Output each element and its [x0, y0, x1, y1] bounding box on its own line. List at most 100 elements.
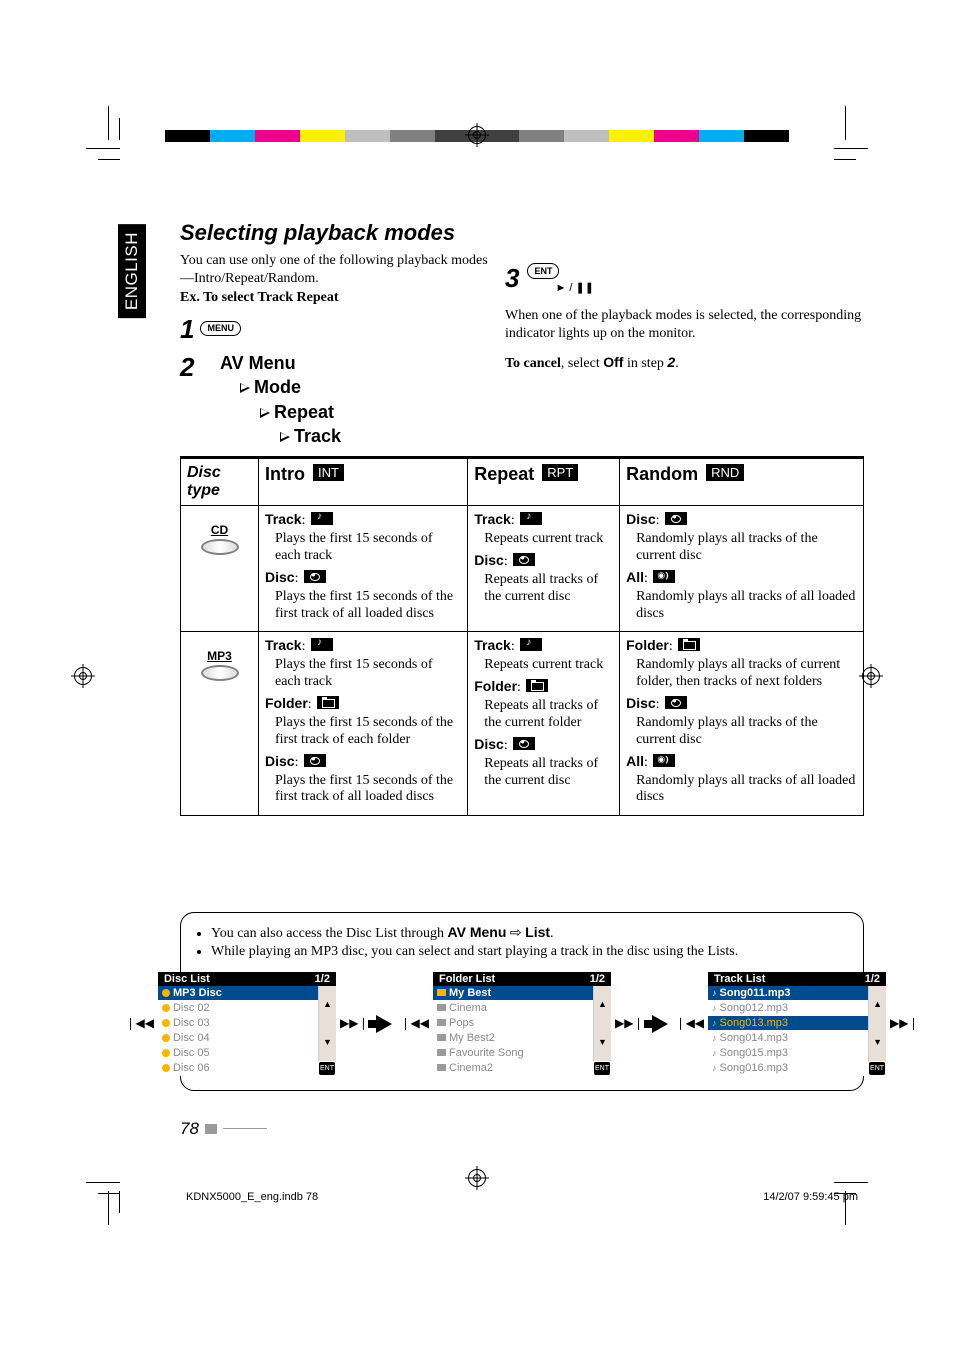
- option-desc: Plays the first 15 seconds of the first …: [275, 773, 461, 807]
- option-label: Disc: [265, 569, 295, 585]
- folder-icon: [437, 1019, 446, 1026]
- list-item-label: Song012.mp3: [720, 1002, 789, 1014]
- option-desc: Plays the first 15 seconds of each track: [275, 657, 461, 691]
- note-bullet: While playing an MP3 disc, you can selec…: [211, 943, 849, 961]
- ent-button[interactable]: ENT: [527, 263, 559, 279]
- list-item[interactable]: ♪Song011.mp3: [708, 986, 868, 1001]
- all-icon: [653, 570, 675, 583]
- list-item-label: Song014.mp3: [720, 1032, 789, 1044]
- crop-mark: [834, 159, 856, 160]
- list-item-label: Song013.mp3: [720, 1017, 789, 1029]
- note-icon: ♪: [712, 988, 717, 998]
- disc-icon: [304, 754, 326, 767]
- step-number: 1: [180, 313, 194, 346]
- list-item-label: My Best2: [449, 1032, 495, 1044]
- list-item[interactable]: Disc 06: [158, 1061, 318, 1076]
- scroll-down-button[interactable]: ▼: [868, 1023, 886, 1061]
- crop-mark: [86, 1182, 120, 1183]
- scroll-up-button[interactable]: ▲: [318, 986, 336, 1024]
- option-desc: Randomly plays all tracks of all loaded …: [636, 773, 857, 807]
- playback-modes-table: Disc type IntroINT RepeatRPT RandomRND C…: [180, 456, 864, 816]
- crop-mark: [834, 1182, 868, 1183]
- skip-fwd-icon[interactable]: ▶▶❘: [890, 1016, 919, 1031]
- list-item-label: Cinema2: [449, 1062, 493, 1074]
- option-desc: Randomly plays all tracks of the current…: [636, 531, 857, 565]
- disc-icon: [513, 737, 535, 750]
- disc-icon: [665, 696, 687, 709]
- skip-fwd-icon[interactable]: ▶▶❘: [340, 1016, 369, 1031]
- ent-button[interactable]: ENT: [869, 1062, 885, 1075]
- skip-back-icon[interactable]: ❘◀◀: [676, 1016, 705, 1031]
- list-item-label: Song016.mp3: [720, 1062, 789, 1074]
- list-item-label: Disc 03: [173, 1017, 210, 1029]
- menu-button[interactable]: MENU: [200, 321, 241, 336]
- list-item-label: Song015.mp3: [720, 1047, 789, 1059]
- ent-button[interactable]: ENT: [594, 1062, 610, 1075]
- registration-bars: [474, 130, 789, 142]
- folder-icon: [526, 679, 548, 692]
- list-title: Disc List: [164, 973, 210, 985]
- folder-icon: [437, 1049, 446, 1056]
- scroll-up-button[interactable]: ▲: [593, 986, 611, 1024]
- list-title: Folder List: [439, 973, 495, 985]
- crop-mark: [108, 1191, 109, 1225]
- menu-path-l4: Track: [280, 424, 341, 448]
- option-desc: Repeats current track: [484, 531, 613, 548]
- list-item[interactable]: ♪Song014.mp3: [708, 1031, 868, 1046]
- list-item-label: Disc 05: [173, 1047, 210, 1059]
- skip-back-icon[interactable]: ❘◀◀: [400, 1016, 429, 1031]
- list-item[interactable]: ♪Song015.mp3: [708, 1046, 868, 1061]
- list-item[interactable]: Cinema2: [433, 1061, 593, 1076]
- list-item[interactable]: Disc 02: [158, 1001, 318, 1016]
- option-label: Track: [474, 637, 511, 653]
- list-item[interactable]: ♪Song016.mp3: [708, 1061, 868, 1076]
- crop-mark: [834, 148, 868, 149]
- scroll-down-button[interactable]: ▼: [593, 1023, 611, 1061]
- option-desc: Repeats current track: [484, 657, 613, 674]
- list-item[interactable]: Disc 04: [158, 1031, 318, 1046]
- option-label: Folder: [626, 637, 669, 653]
- folder-icon: [678, 638, 700, 651]
- list-item[interactable]: MP3 Disc: [158, 986, 318, 1001]
- mode-badge-icon: RND: [706, 464, 744, 481]
- skip-back-icon[interactable]: ❘◀◀: [125, 1016, 154, 1031]
- skip-fwd-icon[interactable]: ▶▶❘: [615, 1016, 644, 1031]
- page-number: 78: [180, 1119, 199, 1139]
- list-item[interactable]: Disc 03: [158, 1016, 318, 1031]
- list-item[interactable]: Favourite Song: [433, 1046, 593, 1061]
- ent-button[interactable]: ENT: [319, 1062, 335, 1075]
- scroll-down-button[interactable]: ▼: [318, 1023, 336, 1061]
- language-tab: ENGLISH: [118, 224, 146, 318]
- disc-dot-icon: [162, 989, 170, 997]
- crop-mark: [86, 148, 120, 149]
- scroll-up-button[interactable]: ▲: [868, 986, 886, 1024]
- list-item[interactable]: Cinema: [433, 1001, 593, 1016]
- option-label: Disc: [265, 753, 295, 769]
- source-file: KDNX5000_E_eng.indb 78: [186, 1191, 318, 1203]
- section-title: Selecting playback modes: [180, 220, 864, 246]
- list-item-label: Disc 04: [173, 1032, 210, 1044]
- ui-list-disc: Disc List1/2 MP3 DiscDisc 02Disc 03Disc …: [158, 972, 336, 1076]
- option-desc: Randomly plays all tracks of the current…: [636, 715, 857, 749]
- mode-badge-icon: RPT: [542, 464, 578, 481]
- option-label: Track: [265, 637, 302, 653]
- list-item[interactable]: ♪Song013.mp3: [708, 1016, 868, 1031]
- crop-mark: [845, 1191, 846, 1225]
- menu-path-l2: Mode: [240, 375, 341, 399]
- option-desc: Repeats all tracks of the current disc: [484, 756, 613, 790]
- crop-mark: [98, 1193, 120, 1194]
- list-item[interactable]: Disc 05: [158, 1046, 318, 1061]
- list-item[interactable]: Pops: [433, 1016, 593, 1031]
- crop-mark: [845, 106, 846, 140]
- intro-text: You can use only one of the following pl…: [180, 252, 495, 287]
- all-icon: [653, 754, 675, 767]
- explanation-text: When one of the playback modes is select…: [505, 307, 864, 342]
- list-item[interactable]: ♪Song012.mp3: [708, 1001, 868, 1016]
- list-item[interactable]: My Best2: [433, 1031, 593, 1046]
- registration-target-icon: [468, 1169, 486, 1187]
- option-label: All: [626, 569, 644, 585]
- option-label: Track: [474, 511, 511, 527]
- note-icon: ♪: [712, 1033, 717, 1043]
- list-item[interactable]: My Best: [433, 986, 593, 1001]
- option-desc: Repeats all tracks of the current disc: [484, 572, 613, 606]
